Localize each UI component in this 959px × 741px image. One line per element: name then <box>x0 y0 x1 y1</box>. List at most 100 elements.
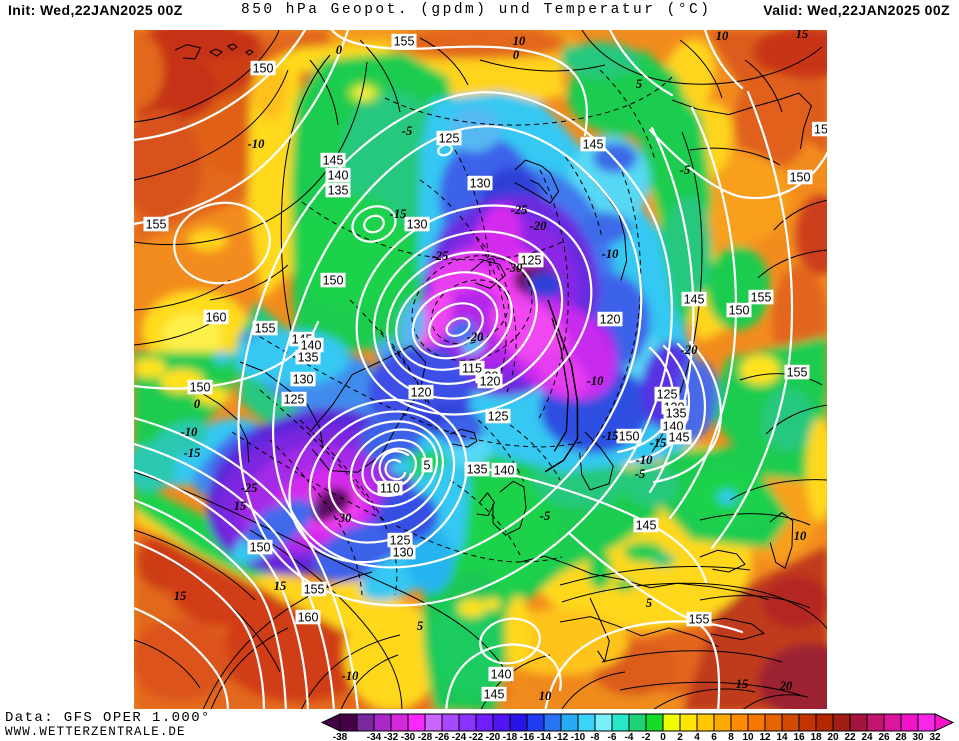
svg-text:-20: -20 <box>681 343 698 357</box>
svg-text:-28: -28 <box>418 732 433 741</box>
svg-text:135: 135 <box>298 351 319 365</box>
svg-text:8: 8 <box>728 732 734 741</box>
svg-text:-8: -8 <box>591 732 600 741</box>
svg-text:-4: -4 <box>625 732 634 741</box>
svg-text:-18: -18 <box>503 732 518 741</box>
svg-text:125: 125 <box>521 254 542 268</box>
svg-text:0: 0 <box>194 397 201 411</box>
svg-text:135: 135 <box>467 463 488 477</box>
svg-text:130: 130 <box>407 218 428 232</box>
svg-text:145: 145 <box>636 519 657 533</box>
svg-text:125: 125 <box>390 534 411 548</box>
svg-text:130: 130 <box>470 177 491 191</box>
svg-text:-30: -30 <box>401 732 416 741</box>
svg-text:4: 4 <box>694 732 700 741</box>
svg-text:-24: -24 <box>452 732 467 741</box>
svg-text:6: 6 <box>711 732 717 741</box>
svg-text:130: 130 <box>293 373 314 387</box>
svg-text:150: 150 <box>250 541 271 555</box>
svg-text:-30: -30 <box>335 511 352 525</box>
svg-text:15: 15 <box>814 123 828 137</box>
svg-text:-5: -5 <box>635 467 645 481</box>
svg-text:150: 150 <box>790 171 811 185</box>
svg-text:10: 10 <box>742 732 754 741</box>
svg-text:-25: -25 <box>432 249 449 263</box>
svg-text:2: 2 <box>677 732 683 741</box>
svg-text:-2: -2 <box>642 732 651 741</box>
svg-text:14: 14 <box>776 732 788 741</box>
svg-text:150: 150 <box>619 430 640 444</box>
svg-text:145: 145 <box>684 293 705 307</box>
svg-text:155: 155 <box>689 613 710 627</box>
svg-text:-15: -15 <box>602 429 619 443</box>
svg-text:160: 160 <box>298 611 319 625</box>
svg-text:10: 10 <box>794 529 807 543</box>
svg-text:-5: -5 <box>680 163 690 177</box>
svg-text:-15: -15 <box>184 446 201 460</box>
svg-text:140: 140 <box>494 464 515 478</box>
svg-text:-10: -10 <box>342 669 359 683</box>
svg-text:145: 145 <box>484 688 505 702</box>
svg-text:-25: -25 <box>511 203 528 217</box>
svg-text:32: 32 <box>929 732 941 741</box>
svg-text:26: 26 <box>878 732 890 741</box>
svg-text:135: 135 <box>328 184 349 198</box>
svg-text:10: 10 <box>539 689 552 703</box>
svg-text:28: 28 <box>895 732 907 741</box>
svg-text:-10: -10 <box>602 247 619 261</box>
svg-text:160: 160 <box>206 311 227 325</box>
svg-text:10: 10 <box>513 34 526 48</box>
svg-text:110: 110 <box>380 482 400 496</box>
svg-text:-20: -20 <box>486 732 501 741</box>
svg-text:155: 155 <box>394 35 415 49</box>
svg-text:0: 0 <box>513 48 520 62</box>
svg-text:130: 130 <box>393 546 414 560</box>
svg-text:-12: -12 <box>554 732 569 741</box>
svg-text:150: 150 <box>729 304 750 318</box>
svg-text:0: 0 <box>336 43 343 57</box>
svg-text:30: 30 <box>912 732 924 741</box>
svg-text:-10: -10 <box>587 374 604 388</box>
svg-text:5: 5 <box>417 619 423 633</box>
svg-text:15: 15 <box>796 27 809 41</box>
svg-text:5: 5 <box>636 77 642 91</box>
svg-text:150: 150 <box>323 274 344 288</box>
svg-text:-6: -6 <box>608 732 617 741</box>
svg-text:150: 150 <box>253 62 274 76</box>
svg-text:-5: -5 <box>402 124 412 138</box>
svg-text:140: 140 <box>491 668 512 682</box>
svg-text:120: 120 <box>480 375 501 389</box>
svg-text:16: 16 <box>793 732 805 741</box>
svg-text:-20: -20 <box>530 219 547 233</box>
svg-text:-10: -10 <box>636 453 653 467</box>
svg-text:145: 145 <box>669 431 690 445</box>
svg-text:-32: -32 <box>384 732 399 741</box>
svg-text:10: 10 <box>716 29 729 43</box>
svg-text:-5: -5 <box>540 509 550 523</box>
svg-text:24: 24 <box>861 732 873 741</box>
svg-text:-10: -10 <box>181 425 198 439</box>
svg-text:-26: -26 <box>435 732 450 741</box>
svg-text:-15: -15 <box>650 436 667 450</box>
svg-text:150: 150 <box>190 381 211 395</box>
svg-text:125: 125 <box>488 410 509 424</box>
svg-text:115: 115 <box>462 362 482 376</box>
svg-text:-38: -38 <box>333 732 348 741</box>
svg-text:-15: -15 <box>390 207 407 221</box>
svg-text:120: 120 <box>411 386 432 400</box>
svg-text:-34: -34 <box>367 732 382 741</box>
svg-text:-10: -10 <box>571 732 586 741</box>
svg-text:135: 135 <box>666 407 687 421</box>
svg-text:155: 155 <box>787 366 808 380</box>
svg-text:140: 140 <box>328 169 349 183</box>
svg-text:-10: -10 <box>248 137 265 151</box>
svg-text:-25: -25 <box>241 481 258 495</box>
svg-text:145: 145 <box>323 154 344 168</box>
svg-text:155: 155 <box>146 218 167 232</box>
svg-text:155: 155 <box>255 322 276 336</box>
svg-text:125: 125 <box>657 388 678 402</box>
svg-text:5: 5 <box>424 459 431 473</box>
svg-text:22: 22 <box>844 732 856 741</box>
svg-text:-30: -30 <box>506 261 523 275</box>
svg-text:15: 15 <box>736 677 749 691</box>
